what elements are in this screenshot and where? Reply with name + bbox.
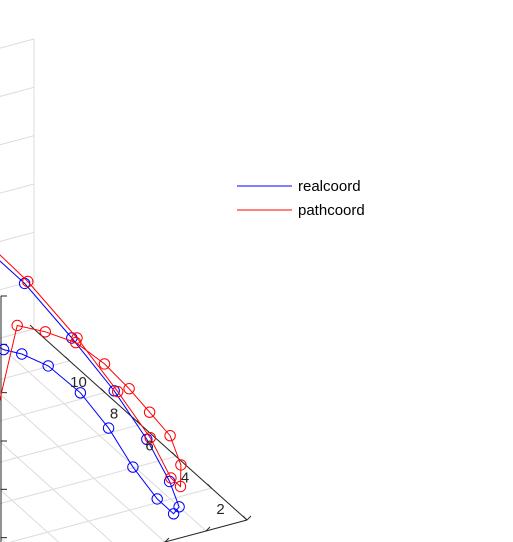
marker-realcoord: [42, 360, 54, 372]
marker-pathcoord: [174, 480, 187, 493]
legend-label-realcoord: realcoord: [298, 178, 361, 195]
marker-pathcoord: [143, 406, 156, 418]
marker-pathcoord: [112, 385, 124, 398]
grid-line: [0, 536, 6, 542]
grid-line: [0, 294, 2, 297]
x-tick: [246, 515, 252, 521]
grid-line: [0, 360, 70, 380]
grid-line: [0, 345, 207, 532]
y-tick-label: 6: [145, 437, 153, 454]
grid-line: [0, 441, 113, 542]
marker-realcoord: [167, 508, 180, 520]
tick-labels: 0246810120510108642: [70, 374, 225, 518]
marker-realcoord: [16, 348, 28, 360]
y-tick: [207, 483, 212, 489]
marker-pathcoord: [164, 430, 176, 442]
axes-layer: [0, 295, 252, 542]
legend[interactable]: realcoord pathcoord: [237, 178, 365, 219]
grid-line: [8, 487, 212, 542]
series-line-pathcoord: [0, 254, 182, 488]
marker-pathcoord: [39, 326, 51, 338]
y-tick-label: 8: [110, 406, 118, 423]
legend-label-pathcoord: pathcoord: [298, 202, 365, 219]
x-tick: [164, 537, 170, 542]
marker-pathcoord: [22, 275, 34, 288]
marker-realcoord: [74, 387, 87, 399]
y-tick: [100, 388, 106, 394]
grid-layer: [0, 38, 248, 542]
marker-realcoord: [102, 422, 115, 434]
marker-realcoord: [151, 493, 163, 505]
y-tick-label: 4: [181, 469, 189, 486]
marker-pathcoord: [98, 358, 111, 370]
marker-pathcoord: [11, 319, 23, 332]
marker-pathcoord: [71, 332, 83, 344]
series-layer: [0, 254, 187, 520]
grid-line: [0, 488, 60, 542]
y-tick-label: 2: [216, 501, 224, 518]
y-tick: [29, 324, 35, 330]
x-tick: [205, 526, 211, 532]
marker-realcoord: [127, 461, 139, 473]
marker-realcoord: [173, 501, 185, 513]
y-tick: [171, 451, 177, 457]
marker-pathcoord: [165, 472, 177, 484]
y-tick: [242, 515, 248, 521]
marker-pathcoord: [175, 459, 187, 471]
series-line-realcoord: [0, 260, 180, 515]
grid-line: [0, 393, 166, 542]
y-tick: [65, 356, 70, 362]
marker-realcoord: [0, 343, 10, 356]
y-tick-label: 10: [70, 374, 87, 391]
marker-pathcoord: [123, 383, 135, 395]
marker-pathcoord: [144, 432, 156, 444]
marker-pathcoord: [70, 336, 82, 349]
